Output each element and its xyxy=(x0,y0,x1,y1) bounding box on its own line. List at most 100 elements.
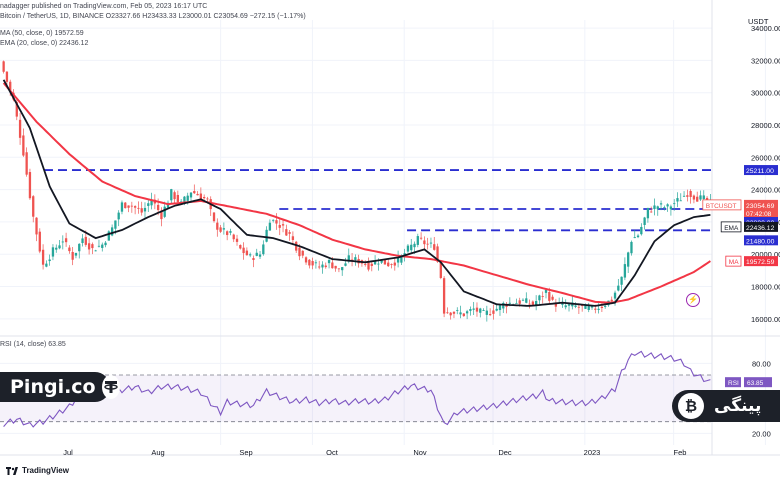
candle-body-162 xyxy=(534,300,538,305)
candle-40 xyxy=(133,205,137,215)
candle-82 xyxy=(272,219,275,223)
candle-body-167 xyxy=(551,296,554,300)
candle-body-128 xyxy=(423,240,426,245)
candle-body-38 xyxy=(127,205,130,208)
candle-129 xyxy=(426,237,429,250)
x-label-5: Dec xyxy=(498,448,512,457)
candle-body-13 xyxy=(45,263,48,267)
candle-body-98 xyxy=(324,265,327,268)
candle-body-67 xyxy=(222,228,226,230)
candle-182 xyxy=(600,301,604,312)
candle-body-55 xyxy=(183,196,186,204)
rsi-tag-label: RSI xyxy=(728,380,739,387)
lightning-icon[interactable]: ⚡ xyxy=(686,293,700,307)
candle-70 xyxy=(232,233,235,243)
candle-body-188 xyxy=(620,276,623,285)
candle-99 xyxy=(327,258,331,269)
candle-body-191 xyxy=(630,241,633,254)
candle-188 xyxy=(620,276,623,292)
candle-body-190 xyxy=(627,252,630,267)
candle-body-148 xyxy=(488,314,492,316)
tradingview-logo[interactable]: TradingView xyxy=(6,466,69,475)
pingi-watermark-left: Pingi.co xyxy=(0,372,120,402)
candle-body-74 xyxy=(245,250,249,256)
price-tag-bg-4 xyxy=(744,235,778,246)
candle-body-211 xyxy=(696,196,699,202)
ma-legend[interactable]: MA (50, close, 0) 19572.59 xyxy=(0,30,84,37)
candle-202 xyxy=(666,203,669,212)
candle-body-165 xyxy=(544,289,548,293)
candle-body-168 xyxy=(554,303,558,307)
candle-146 xyxy=(482,308,485,311)
candle-body-24 xyxy=(81,238,84,244)
candle-6 xyxy=(22,128,25,157)
candle-190 xyxy=(627,251,630,274)
candle-164 xyxy=(541,291,544,304)
candle-body-133 xyxy=(439,262,442,278)
candle-body-83 xyxy=(275,220,278,224)
candle-body-97 xyxy=(321,264,324,268)
candle-body-159 xyxy=(525,298,528,303)
candle-body-129 xyxy=(426,243,429,245)
candle-body-15 xyxy=(51,247,55,257)
candle-body-7 xyxy=(25,152,28,175)
candle-body-36 xyxy=(120,202,124,212)
candle-body-37 xyxy=(124,202,127,209)
candle-body-111 xyxy=(367,261,370,270)
ema-legend[interactable]: EMA (20, close, 0) 22436.12 xyxy=(0,40,89,47)
candle-body-48 xyxy=(160,210,163,220)
candle-body-147 xyxy=(485,310,488,315)
ema20-line xyxy=(2,79,711,307)
rsi-legend[interactable]: RSI (14, close) 63.85 xyxy=(0,341,66,348)
candle-134 xyxy=(442,276,446,318)
candle-39 xyxy=(130,201,133,213)
candle-body-84 xyxy=(278,225,281,228)
candle-body-101 xyxy=(334,265,337,269)
price-tag-value-5: 19572.59 xyxy=(746,259,775,266)
candle-120 xyxy=(396,250,400,268)
x-label-3: Oct xyxy=(326,448,339,457)
candle-body-199 xyxy=(656,206,659,210)
candle-body-60 xyxy=(199,193,203,200)
candle-body-40 xyxy=(133,206,137,208)
price-tag-label-3: EMA xyxy=(724,225,739,232)
candle-91 xyxy=(301,250,304,259)
candle-102 xyxy=(337,268,341,273)
candle-127 xyxy=(419,232,423,241)
candle-21 xyxy=(71,246,74,266)
candle-body-59 xyxy=(196,193,199,196)
candle-body-75 xyxy=(249,254,252,256)
candle-body-16 xyxy=(55,247,58,250)
candle-body-171 xyxy=(564,305,567,308)
candle-36 xyxy=(120,200,124,215)
candle-195 xyxy=(643,216,646,230)
candle-84 xyxy=(278,218,281,236)
candle-12 xyxy=(41,244,45,270)
candle-198 xyxy=(653,198,656,216)
candle-92 xyxy=(304,256,308,265)
candle-130 xyxy=(429,237,433,248)
candle-body-41 xyxy=(137,207,140,209)
candle-body-161 xyxy=(531,301,535,305)
candle-body-90 xyxy=(298,247,301,257)
candle-68 xyxy=(226,230,229,241)
candle-147 xyxy=(485,305,488,322)
ma50-line xyxy=(2,82,711,304)
candle-28 xyxy=(94,249,97,252)
candle-body-150 xyxy=(495,308,498,311)
candle-body-71 xyxy=(235,238,239,242)
candle-body-11 xyxy=(38,231,41,252)
candle-body-202 xyxy=(666,204,669,207)
candle-89 xyxy=(295,240,298,253)
rsi-tag-label-bg xyxy=(725,377,741,388)
candle-body-200 xyxy=(659,203,663,205)
candle-85 xyxy=(281,219,285,233)
candle-30 xyxy=(101,242,104,252)
candle-8 xyxy=(28,168,32,200)
candle-20 xyxy=(68,245,71,254)
candle-body-12 xyxy=(41,249,45,265)
candle-17 xyxy=(58,239,61,250)
candle-body-47 xyxy=(156,204,160,211)
candle-148 xyxy=(488,308,492,317)
